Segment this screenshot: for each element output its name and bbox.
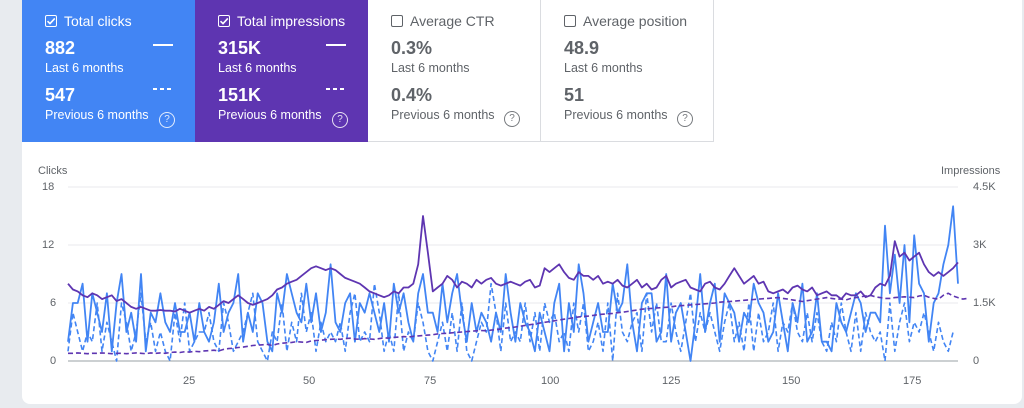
checkbox-checked-icon[interactable] bbox=[218, 15, 230, 27]
left-tick-label: 0 bbox=[50, 355, 57, 367]
right-tick-label: 1.5K bbox=[973, 297, 996, 309]
card-prev-period: Previous 6 months bbox=[564, 108, 668, 122]
dashed-line-legend-icon bbox=[153, 88, 173, 90]
card-prev-value: 51 bbox=[564, 85, 585, 105]
checkbox-unchecked-icon[interactable] bbox=[391, 15, 403, 27]
card-prev-value: 0.4% bbox=[391, 85, 433, 105]
card-prev-period: Previous 6 months bbox=[218, 108, 322, 122]
left-tick-label: 6 bbox=[50, 297, 57, 309]
help-icon[interactable]: ? bbox=[159, 112, 175, 128]
card-period: Last 6 months bbox=[45, 61, 124, 75]
card-prev-value: 151K bbox=[218, 85, 262, 105]
checkbox-checked-icon[interactable] bbox=[45, 15, 57, 27]
x-tick-label: 125 bbox=[662, 375, 681, 387]
help-icon[interactable]: ? bbox=[332, 112, 348, 128]
card-value: 882 bbox=[45, 38, 76, 58]
left-tick-label: 18 bbox=[42, 181, 55, 193]
dashed-line-legend-icon bbox=[326, 88, 346, 90]
card-label: Total impressions bbox=[237, 13, 346, 29]
card-period: Last 6 months bbox=[218, 61, 297, 75]
help-icon[interactable]: ? bbox=[677, 111, 693, 127]
left-tick-label: 12 bbox=[42, 239, 55, 251]
x-tick-label: 175 bbox=[903, 375, 922, 387]
x-tick-label: 150 bbox=[782, 375, 801, 387]
solid-line-legend-icon bbox=[326, 44, 346, 46]
card-period: Last 6 months bbox=[391, 61, 470, 75]
left-axis-title: Clicks bbox=[38, 165, 68, 177]
x-tick-label: 25 bbox=[183, 375, 196, 387]
card-prev-period: Previous 6 months bbox=[45, 108, 149, 122]
card-value: 315K bbox=[218, 38, 262, 58]
card-total-clicks[interactable]: Total clicks 882 Last 6 months 547 Previ… bbox=[22, 0, 195, 142]
x-tick-label: 50 bbox=[303, 375, 316, 387]
card-prev-period: Previous 6 months bbox=[391, 108, 495, 122]
card-average-position[interactable]: Average position 48.9 Last 6 months 51 P… bbox=[541, 0, 714, 142]
x-tick-label: 100 bbox=[541, 375, 560, 387]
card-average-ctr[interactable]: Average CTR 0.3% Last 6 months 0.4% Prev… bbox=[368, 0, 541, 142]
card-total-impressions[interactable]: Total impressions 315K Last 6 months 151… bbox=[195, 0, 368, 142]
series-line-impressions-current[interactable] bbox=[67, 215, 959, 314]
card-value: 0.3% bbox=[391, 38, 433, 58]
right-axis-title: Impressions bbox=[941, 165, 1001, 177]
metric-cards: Total clicks 882 Last 6 months 547 Previ… bbox=[22, 0, 714, 142]
right-tick-label: 4.5K bbox=[973, 181, 996, 193]
card-period: Last 6 months bbox=[564, 61, 643, 75]
card-label: Average CTR bbox=[410, 13, 495, 29]
card-prev-value: 547 bbox=[45, 85, 76, 105]
checkbox-unchecked-icon[interactable] bbox=[564, 15, 576, 27]
card-value: 48.9 bbox=[564, 38, 600, 58]
help-icon[interactable]: ? bbox=[504, 111, 520, 127]
right-tick-label: 0 bbox=[973, 355, 980, 367]
x-tick-label: 75 bbox=[424, 375, 437, 387]
series-line-clicks-previous[interactable] bbox=[67, 282, 954, 362]
series-line-impressions-previous[interactable] bbox=[68, 292, 968, 355]
solid-line-legend-icon bbox=[153, 44, 173, 46]
card-label: Average position bbox=[583, 13, 688, 29]
card-label: Total clicks bbox=[64, 13, 132, 29]
right-tick-label: 3K bbox=[973, 239, 987, 251]
